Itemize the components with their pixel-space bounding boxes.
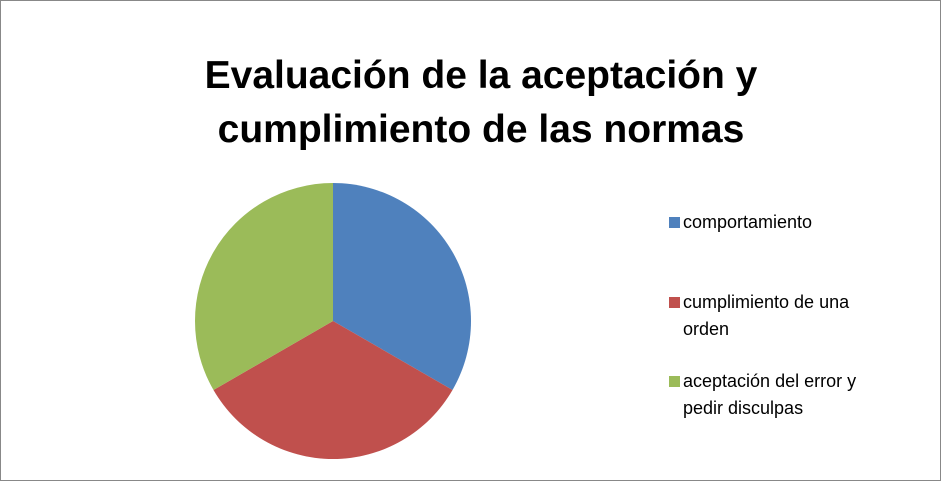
pie-slice: [333, 183, 471, 390]
pie-slice: [213, 321, 453, 459]
legend-swatch: [669, 297, 680, 308]
legend-swatch: [669, 217, 680, 228]
legend-swatch: [669, 376, 680, 387]
legend-label: cumplimiento de una orden: [683, 292, 850, 339]
legend-label: comportamiento: [683, 212, 813, 232]
chart-title: Evaluación de la aceptación y cumplimien…: [204, 54, 758, 151]
pie-slice: [195, 183, 333, 390]
legend-label: aceptación del error y pedir disculpas: [683, 371, 857, 418]
